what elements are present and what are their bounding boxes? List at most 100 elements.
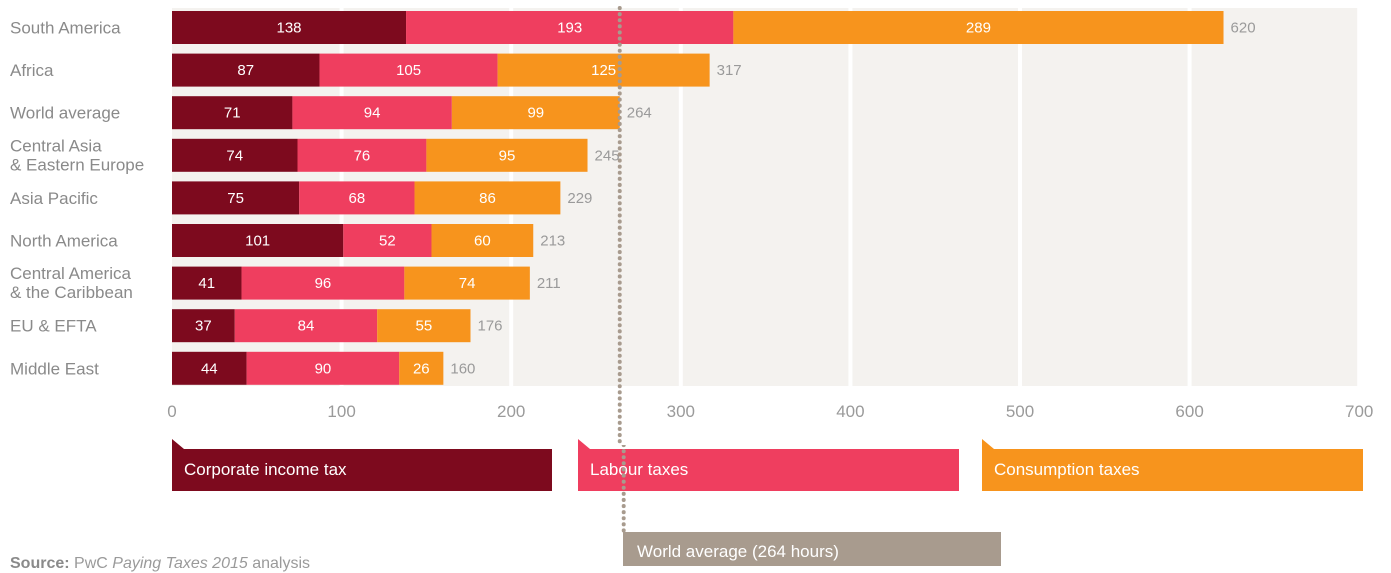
- bar-value-label: 101: [245, 233, 270, 250]
- bar-segment: [292, 96, 452, 130]
- x-tick-label: 400: [836, 402, 864, 421]
- legend-label: Corporate income tax: [184, 460, 347, 479]
- bar-segment: [172, 309, 235, 343]
- bar-segment: [172, 224, 344, 257]
- bar-segment: [172, 351, 247, 385]
- category-label: Middle East: [10, 359, 99, 378]
- reference-line-lower: [621, 445, 626, 534]
- bar-segment: [172, 53, 320, 87]
- bar-segment: [319, 53, 498, 87]
- bar-value-label: 71: [224, 105, 241, 122]
- legend-notch: [982, 439, 994, 449]
- category-label-line: & the Caribbean: [10, 283, 133, 302]
- category-label: North America: [10, 232, 118, 251]
- bar-value-label: 41: [198, 275, 215, 292]
- bar-value-label: 138: [277, 20, 302, 37]
- bars-layer: [172, 11, 1224, 385]
- bar-value-label: 26: [413, 360, 430, 377]
- bar-segment: [343, 224, 432, 257]
- legend-labour-taxes: Labour taxes: [578, 439, 959, 491]
- x-tick-label: 600: [1175, 402, 1203, 421]
- bar-total-label: 317: [717, 62, 742, 79]
- bar-value-label: 289: [966, 20, 991, 37]
- bar-value-label: 44: [201, 360, 218, 377]
- x-tick-label: 700: [1345, 402, 1373, 421]
- bar-total-label: 264: [627, 105, 652, 122]
- category-label: South America: [10, 19, 121, 38]
- bar-segment: [377, 309, 471, 343]
- bar-segment: [414, 181, 561, 215]
- category-label: World average: [10, 104, 120, 123]
- legend-consumption-taxes: Consumption taxes: [982, 439, 1363, 491]
- bar-segment: [172, 96, 293, 130]
- bar-value-label: 105: [396, 62, 421, 79]
- bar-total-label: 229: [567, 190, 592, 207]
- stacked-bar-chart: South America 138 193 289 620 Africa 87 105 125 3…: [10, 6, 1373, 445]
- bar-value-label: 37: [195, 318, 212, 335]
- bar-value-label: 68: [349, 190, 366, 207]
- category-label-line: & Eastern Europe: [10, 155, 144, 174]
- bar-segment: [299, 181, 415, 215]
- bar-segment: [241, 266, 405, 300]
- bar-segment: [172, 266, 242, 300]
- bar-segment: [234, 309, 378, 343]
- bar-value-label: 99: [527, 105, 544, 122]
- bar-segment: [431, 224, 534, 257]
- source-text-after: analysis: [247, 555, 311, 572]
- bar-segment: [246, 351, 400, 385]
- source-note: Source: PwC Paying Taxes 2015 analysis: [10, 555, 310, 573]
- bar-total-label: 176: [477, 318, 502, 335]
- bar-segment: [733, 11, 1224, 44]
- bar-value-label: 55: [416, 318, 433, 335]
- bar-segment: [172, 181, 300, 215]
- x-tick-label: 200: [497, 402, 525, 421]
- x-tick-label: 300: [667, 402, 695, 421]
- source-text-before: PwC: [74, 555, 113, 572]
- bar-value-label: 94: [364, 105, 381, 122]
- bar-segment: [426, 138, 588, 172]
- category-label: Central America & the Caribbean: [10, 264, 133, 302]
- legend-notch: [578, 439, 590, 449]
- legend-notch: [172, 439, 184, 449]
- category-label: Asia Pacific: [10, 189, 98, 208]
- bar-value-label: 76: [354, 147, 371, 164]
- bar-total-label: 620: [1231, 20, 1256, 37]
- bar-segment: [451, 96, 620, 130]
- category-label: EU & EFTA: [10, 317, 97, 336]
- source-italic: Paying Taxes 2015: [112, 555, 248, 572]
- bar-segment: [497, 53, 710, 87]
- bar-total-label: 160: [450, 360, 475, 377]
- bar-segment: [404, 266, 530, 300]
- bar-value-label: 75: [227, 190, 244, 207]
- bar-value-label: 125: [591, 62, 616, 79]
- bar-segment: [297, 138, 427, 172]
- bar-segment: [399, 351, 444, 385]
- bar-total-label: 245: [595, 147, 620, 164]
- bar-total-label: 213: [540, 233, 565, 250]
- bar-value-label: 84: [298, 318, 315, 335]
- bar-value-label: 86: [479, 190, 496, 207]
- bar-segment: [172, 11, 407, 44]
- x-axis-ticks: 0 100 200 300 400 500 600 700: [167, 402, 1373, 421]
- reference-line-label: World average (264 hours): [623, 532, 1001, 566]
- bar-value-label: 60: [474, 233, 491, 250]
- labels-layer: South America 138 193 289 620 Africa 87 105 125 3…: [10, 19, 1256, 379]
- bar-value-label: 193: [557, 20, 582, 37]
- bar-value-label: 96: [315, 275, 332, 292]
- category-label: Africa: [10, 61, 54, 80]
- source-prefix: Source:: [10, 555, 70, 572]
- x-tick-label: 500: [1006, 402, 1034, 421]
- bar-value-label: 87: [237, 62, 254, 79]
- bar-value-label: 74: [459, 275, 476, 292]
- legend-corporate-income-tax: Corporate income tax: [172, 439, 552, 491]
- bar-value-label: 74: [226, 147, 243, 164]
- bar-segment: [406, 11, 734, 44]
- category-label-line: Central America: [10, 264, 131, 283]
- x-tick-label: 0: [167, 402, 176, 421]
- x-tick-label: 100: [327, 402, 355, 421]
- reference-line-label-text: World average (264 hours): [637, 542, 839, 561]
- category-label: Central Asia & Eastern Europe: [10, 136, 144, 174]
- legend-label: Labour taxes: [590, 460, 689, 479]
- category-label-line: Central Asia: [10, 136, 102, 155]
- bar-value-label: 90: [315, 360, 332, 377]
